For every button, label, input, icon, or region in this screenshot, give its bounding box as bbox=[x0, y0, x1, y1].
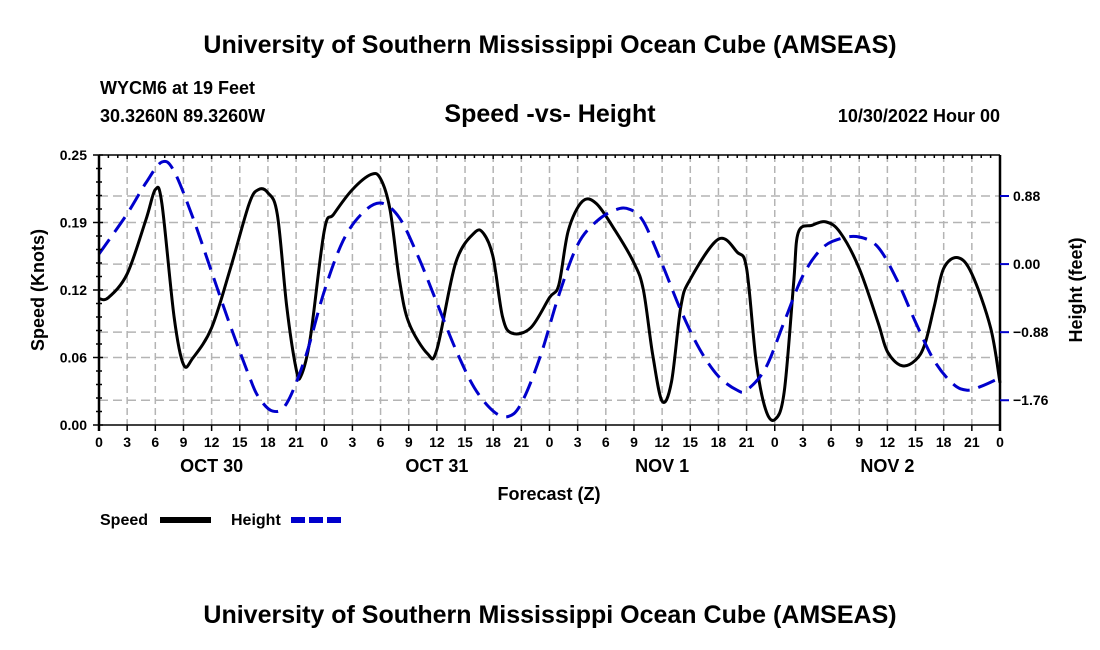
datetime-label: 10/30/2022 Hour 00 bbox=[837, 106, 1000, 126]
x-tick-label: 6 bbox=[377, 434, 385, 450]
x-tick-label: 3 bbox=[574, 434, 582, 450]
y2-tick-label: −1.76 bbox=[1013, 392, 1049, 408]
day-label: OCT 31 bbox=[405, 456, 468, 476]
day-label: NOV 1 bbox=[635, 456, 689, 476]
x-tick-label: 0 bbox=[320, 434, 328, 450]
y2-tick-label: 0.00 bbox=[1013, 256, 1040, 272]
x-tick-label: 3 bbox=[349, 434, 357, 450]
x-tick-label: 6 bbox=[602, 434, 610, 450]
day-label: NOV 2 bbox=[860, 456, 914, 476]
gridlines bbox=[99, 155, 1000, 425]
axes bbox=[93, 154, 1009, 431]
x-tick-label: 21 bbox=[288, 434, 304, 450]
day-label: OCT 30 bbox=[180, 456, 243, 476]
footer-title: University of Southern Mississippi Ocean… bbox=[203, 601, 897, 629]
x-tick-label: 18 bbox=[711, 434, 727, 450]
x-tick-label: 15 bbox=[682, 434, 698, 450]
y-tick-label: 0.00 bbox=[60, 417, 87, 433]
y-axis-title: Speed (Knots) bbox=[28, 229, 48, 351]
x-tick-label: 15 bbox=[908, 434, 924, 450]
x-tick-label: 21 bbox=[739, 434, 755, 450]
x-tick-label: 12 bbox=[880, 434, 896, 450]
y2-tick-label: −0.88 bbox=[1013, 324, 1049, 340]
x-tick-label: 12 bbox=[429, 434, 445, 450]
legend-label-height: Height bbox=[231, 512, 281, 529]
x-tick-label: 3 bbox=[799, 434, 807, 450]
x-tick-label: 15 bbox=[232, 434, 248, 450]
legend: Speed Height bbox=[100, 512, 342, 529]
x-tick-label: 9 bbox=[405, 434, 413, 450]
x-tick-label: 9 bbox=[855, 434, 863, 450]
x-tick-label: 9 bbox=[180, 434, 188, 450]
series-line-speed bbox=[98, 171, 1002, 422]
series-layer bbox=[97, 159, 1002, 422]
x-tick-label: 9 bbox=[630, 434, 638, 450]
x-tick-label: 18 bbox=[260, 434, 276, 450]
y-tick-label: 0.06 bbox=[60, 350, 87, 366]
y-tick-label: 0.25 bbox=[60, 147, 87, 163]
x-tick-label: 21 bbox=[964, 434, 980, 450]
x-tick-label: 12 bbox=[654, 434, 670, 450]
chart-title: Speed -vs- Height bbox=[444, 100, 656, 128]
series-line-height bbox=[97, 159, 1001, 419]
x-tick-label: 0 bbox=[95, 434, 103, 450]
x-tick-label: 18 bbox=[936, 434, 952, 450]
x-axis-title: Forecast (Z) bbox=[497, 484, 600, 504]
x-tick-label: 0 bbox=[771, 434, 779, 450]
y-tick-label: 0.12 bbox=[60, 282, 87, 298]
y-tick-label: 0.19 bbox=[60, 215, 87, 231]
axis-labels: 0 3 6 9 12 15 18 21 0 3 6 9 12 15 18 21 0 3 6 9 12 15 18 21 0 3 6 9… bbox=[60, 147, 1049, 476]
x-tick-label: 18 bbox=[485, 434, 501, 450]
coordinates-label: 30.3260N 89.3260W bbox=[100, 106, 266, 126]
x-tick-label: 12 bbox=[204, 434, 220, 450]
x-tick-label: 6 bbox=[151, 434, 159, 450]
x-tick-label: 21 bbox=[514, 434, 530, 450]
y2-tick-label: 0.88 bbox=[1013, 188, 1040, 204]
x-tick-label: 15 bbox=[457, 434, 473, 450]
x-tick-label: 0 bbox=[996, 434, 1004, 450]
x-tick-label: 6 bbox=[827, 434, 835, 450]
station-label: WYCM6 at 19 Feet bbox=[100, 78, 256, 98]
x-tick-label: 3 bbox=[123, 434, 131, 450]
legend-label-speed: Speed bbox=[100, 512, 148, 529]
y2-axis-title: Height (feet) bbox=[1066, 238, 1086, 343]
x-tick-label: 0 bbox=[546, 434, 554, 450]
main-title: University of Southern Mississippi Ocean… bbox=[203, 31, 897, 59]
